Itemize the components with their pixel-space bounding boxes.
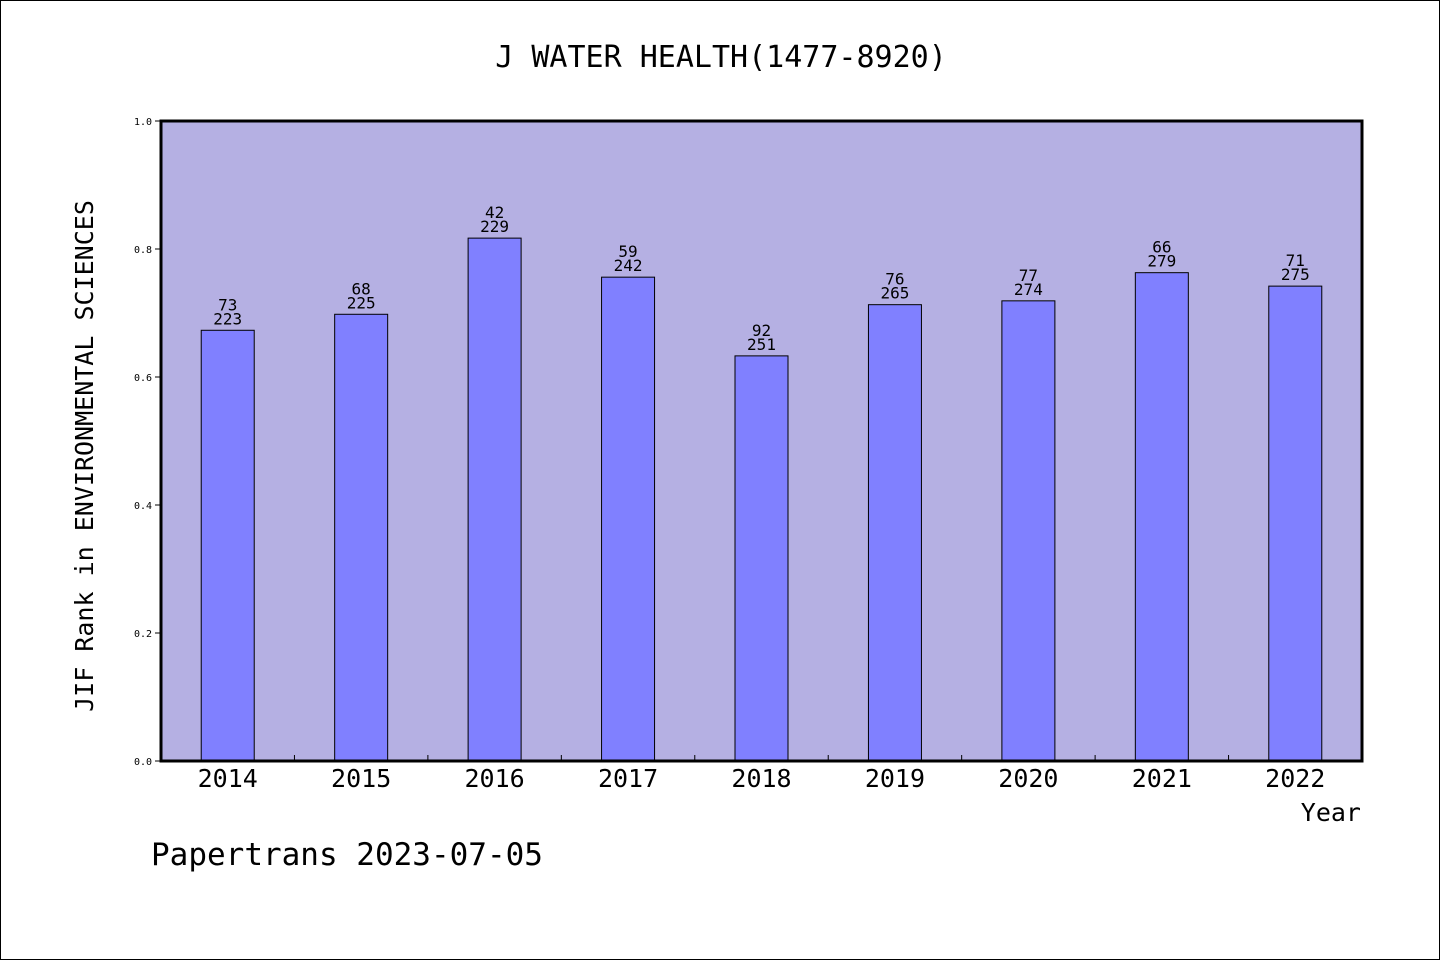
x-tick-label: 2015 <box>331 764 391 793</box>
bar-2022 <box>1268 285 1323 762</box>
x-tick-label: 2017 <box>598 764 658 793</box>
x-tick-label: 2018 <box>731 764 791 793</box>
bar-rank-label: 59 <box>618 242 637 261</box>
y-tick-label: 0.8 <box>134 245 152 256</box>
y-axis-label: JIF Rank in ENVIRONMENTAL SCIENCES <box>70 200 99 712</box>
x-tick-label: 2020 <box>998 764 1058 793</box>
bar-total-label: 279 <box>1147 252 1176 271</box>
bar-total-label: 274 <box>1014 280 1043 299</box>
bar-rank-label: 66 <box>1152 238 1171 257</box>
y-tick-label: 0.4 <box>134 501 152 512</box>
bar-2020 <box>1001 300 1056 762</box>
bar-rank-label: 76 <box>885 270 904 289</box>
bar-rank-label: 71 <box>1286 251 1305 270</box>
x-tick-label: 2014 <box>198 764 258 793</box>
x-tick-label: 2021 <box>1132 764 1192 793</box>
bar-2018 <box>734 355 789 762</box>
bar-2017 <box>601 276 656 762</box>
y-tick-label: 0.6 <box>134 373 152 384</box>
bar-total-label: 242 <box>614 256 643 275</box>
y-tick-label: 0.0 <box>134 757 152 768</box>
footer-text: Papertrans 2023-07-05 <box>151 837 543 873</box>
bar-2019 <box>867 304 922 762</box>
bar-2021 <box>1134 272 1189 762</box>
bar-total-label: 265 <box>880 284 909 303</box>
x-axis: 2014 2015 2016 2017 2018 2019 2020 2021 2022 <box>198 755 1325 793</box>
y-axis: 0.0 0.2 0.4 0.6 0.8 1.0 <box>134 117 161 768</box>
bar-rank-label: 92 <box>752 321 771 340</box>
bar-rank-label: 77 <box>1019 266 1038 285</box>
x-axis-label: Year <box>1301 798 1361 827</box>
bar-rank-label: 68 <box>352 279 371 298</box>
bar-total-label: 223 <box>213 309 242 328</box>
bar-total-label: 275 <box>1281 265 1310 284</box>
bar-total-label: 229 <box>480 217 509 236</box>
bar-total-label: 225 <box>347 293 376 312</box>
chart-title: J WATER HEALTH(1477-8920) <box>495 40 947 75</box>
x-tick-label: 2022 <box>1265 764 1325 793</box>
y-tick-label: 0.2 <box>134 629 152 640</box>
y-tick-label: 1.0 <box>134 117 152 128</box>
bar-rank-label: 73 <box>218 295 237 314</box>
bar-2016 <box>467 237 522 762</box>
bar-rank-label: 42 <box>485 203 504 222</box>
bar-2014 <box>200 329 255 762</box>
plot-border <box>159 119 1364 763</box>
x-tick-label: 2019 <box>865 764 925 793</box>
bar-total-label: 251 <box>747 335 776 354</box>
x-tick-label: 2016 <box>465 764 525 793</box>
bar-2015 <box>334 313 389 762</box>
